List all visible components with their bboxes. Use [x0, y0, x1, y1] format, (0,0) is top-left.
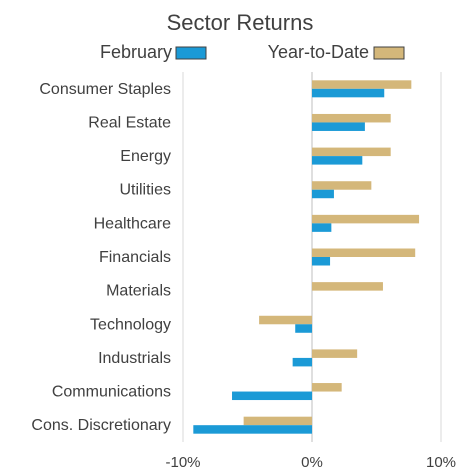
bar-year-to-date-cons-discretionary — [243, 416, 312, 426]
category-label-technology: Technology — [90, 316, 171, 333]
bar-february-real-estate — [312, 122, 365, 131]
category-label-real-estate: Real Estate — [88, 114, 171, 131]
legend-swatch-year-to-date — [373, 46, 405, 60]
category-label-healthcare: Healthcare — [94, 215, 171, 232]
bar-february-consumer-staples — [312, 88, 385, 98]
bar-year-to-date-utilities — [312, 181, 372, 190]
bar-february-cons-discretionary — [193, 425, 312, 434]
x-tick-label: -10% — [165, 454, 200, 471]
bar-year-to-date-consumer-staples — [312, 80, 412, 89]
bar-february-healthcare — [312, 223, 332, 232]
bars — [193, 80, 420, 434]
bar-year-to-date-industrials — [312, 349, 358, 358]
category-label-cons-discretionary: Cons. Discretionary — [31, 417, 171, 434]
legend: February Year-to-Date — [100, 42, 405, 62]
x-tick-labels: -10% 0% 10% — [165, 454, 456, 471]
bar-february-industrials — [292, 357, 312, 367]
legend-swatch-february — [175, 46, 207, 60]
category-label-consumer-staples: Consumer Staples — [39, 81, 171, 98]
bar-february-technology — [295, 324, 312, 333]
x-tick-label: 0% — [301, 454, 323, 471]
category-label-materials: Materials — [106, 283, 171, 300]
bar-year-to-date-materials — [312, 282, 383, 291]
bar-february-communications — [232, 391, 312, 401]
category-label-financials: Financials — [99, 249, 171, 266]
category-label-industrials: Industrials — [98, 350, 171, 367]
chart-title: Sector Returns — [167, 10, 314, 35]
bar-february-energy — [312, 156, 363, 165]
x-tick-label: 10% — [426, 454, 456, 471]
bar-year-to-date-communications — [312, 383, 342, 392]
category-label-utilities: Utilities — [119, 182, 171, 199]
bar-year-to-date-technology — [259, 315, 312, 325]
bar-february-financials — [312, 257, 331, 266]
bar-year-to-date-real-estate — [312, 113, 391, 123]
bar-february-utilities — [312, 189, 334, 199]
bar-year-to-date-healthcare — [312, 214, 420, 224]
category-label-energy: Energy — [120, 148, 171, 165]
legend-label-year-to-date: Year-to-Date — [268, 42, 369, 62]
legend-label-february: February — [100, 42, 172, 62]
bar-year-to-date-financials — [312, 248, 416, 257]
bar-year-to-date-energy — [312, 147, 391, 157]
category-labels: Consumer Staples Real Estate Energy Utiliti… — [31, 81, 171, 434]
category-label-communications: Communications — [52, 384, 171, 401]
